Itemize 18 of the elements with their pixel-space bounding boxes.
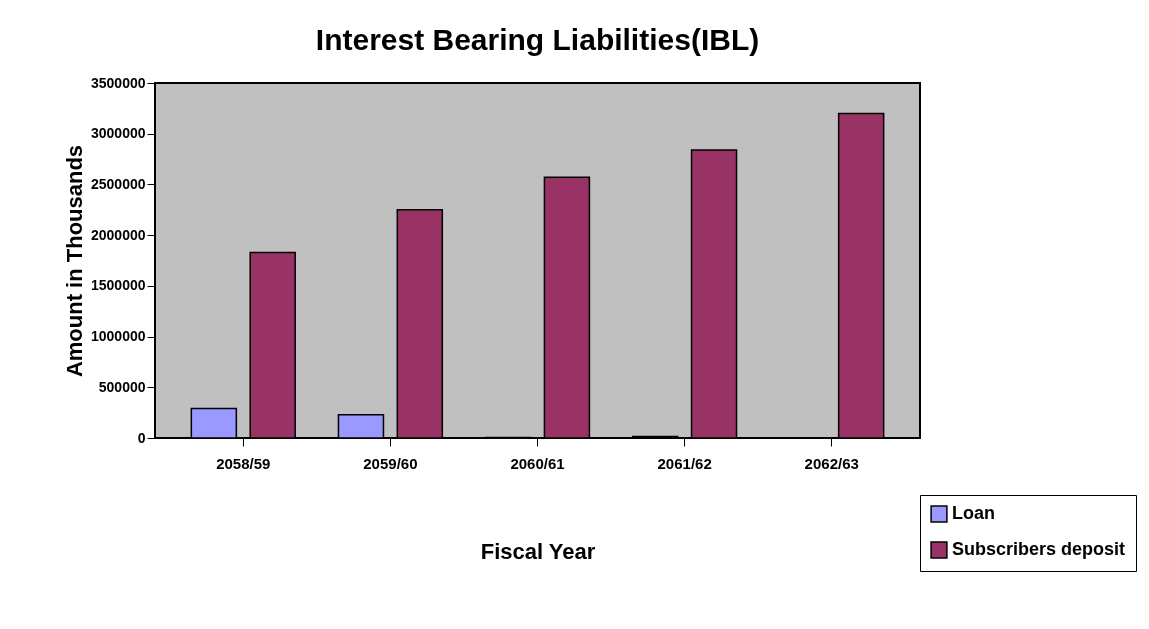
y-tick-label: 1500000 <box>90 277 146 294</box>
x-tick-label: 2061/62 <box>657 454 712 472</box>
y-tick-label: 1000000 <box>90 328 146 345</box>
x-tick-label: 2062/63 <box>804 454 859 472</box>
y-tick-label: 0 <box>137 429 146 446</box>
legend-label: Subscribers deposit <box>952 539 1126 559</box>
y-tick-label: 500000 <box>98 378 146 395</box>
chart-title: Interest Bearing Liabilities(IBL) <box>315 23 760 56</box>
y-tick-label: 3000000 <box>90 125 146 142</box>
y-tick-label: 2500000 <box>90 175 146 192</box>
y-tick-label: 3500000 <box>90 74 146 91</box>
legend-label: Loan <box>952 503 995 523</box>
x-tick-label: 2060/61 <box>510 454 565 472</box>
x-tick-label: 2059/60 <box>363 454 418 472</box>
y-tick-label: 2000000 <box>90 226 146 243</box>
x-axis-title: Fiscal Year <box>480 538 596 564</box>
x-tick-label: 2058/59 <box>216 454 271 472</box>
y-axis-title: Amount in Thousands <box>62 144 87 378</box>
